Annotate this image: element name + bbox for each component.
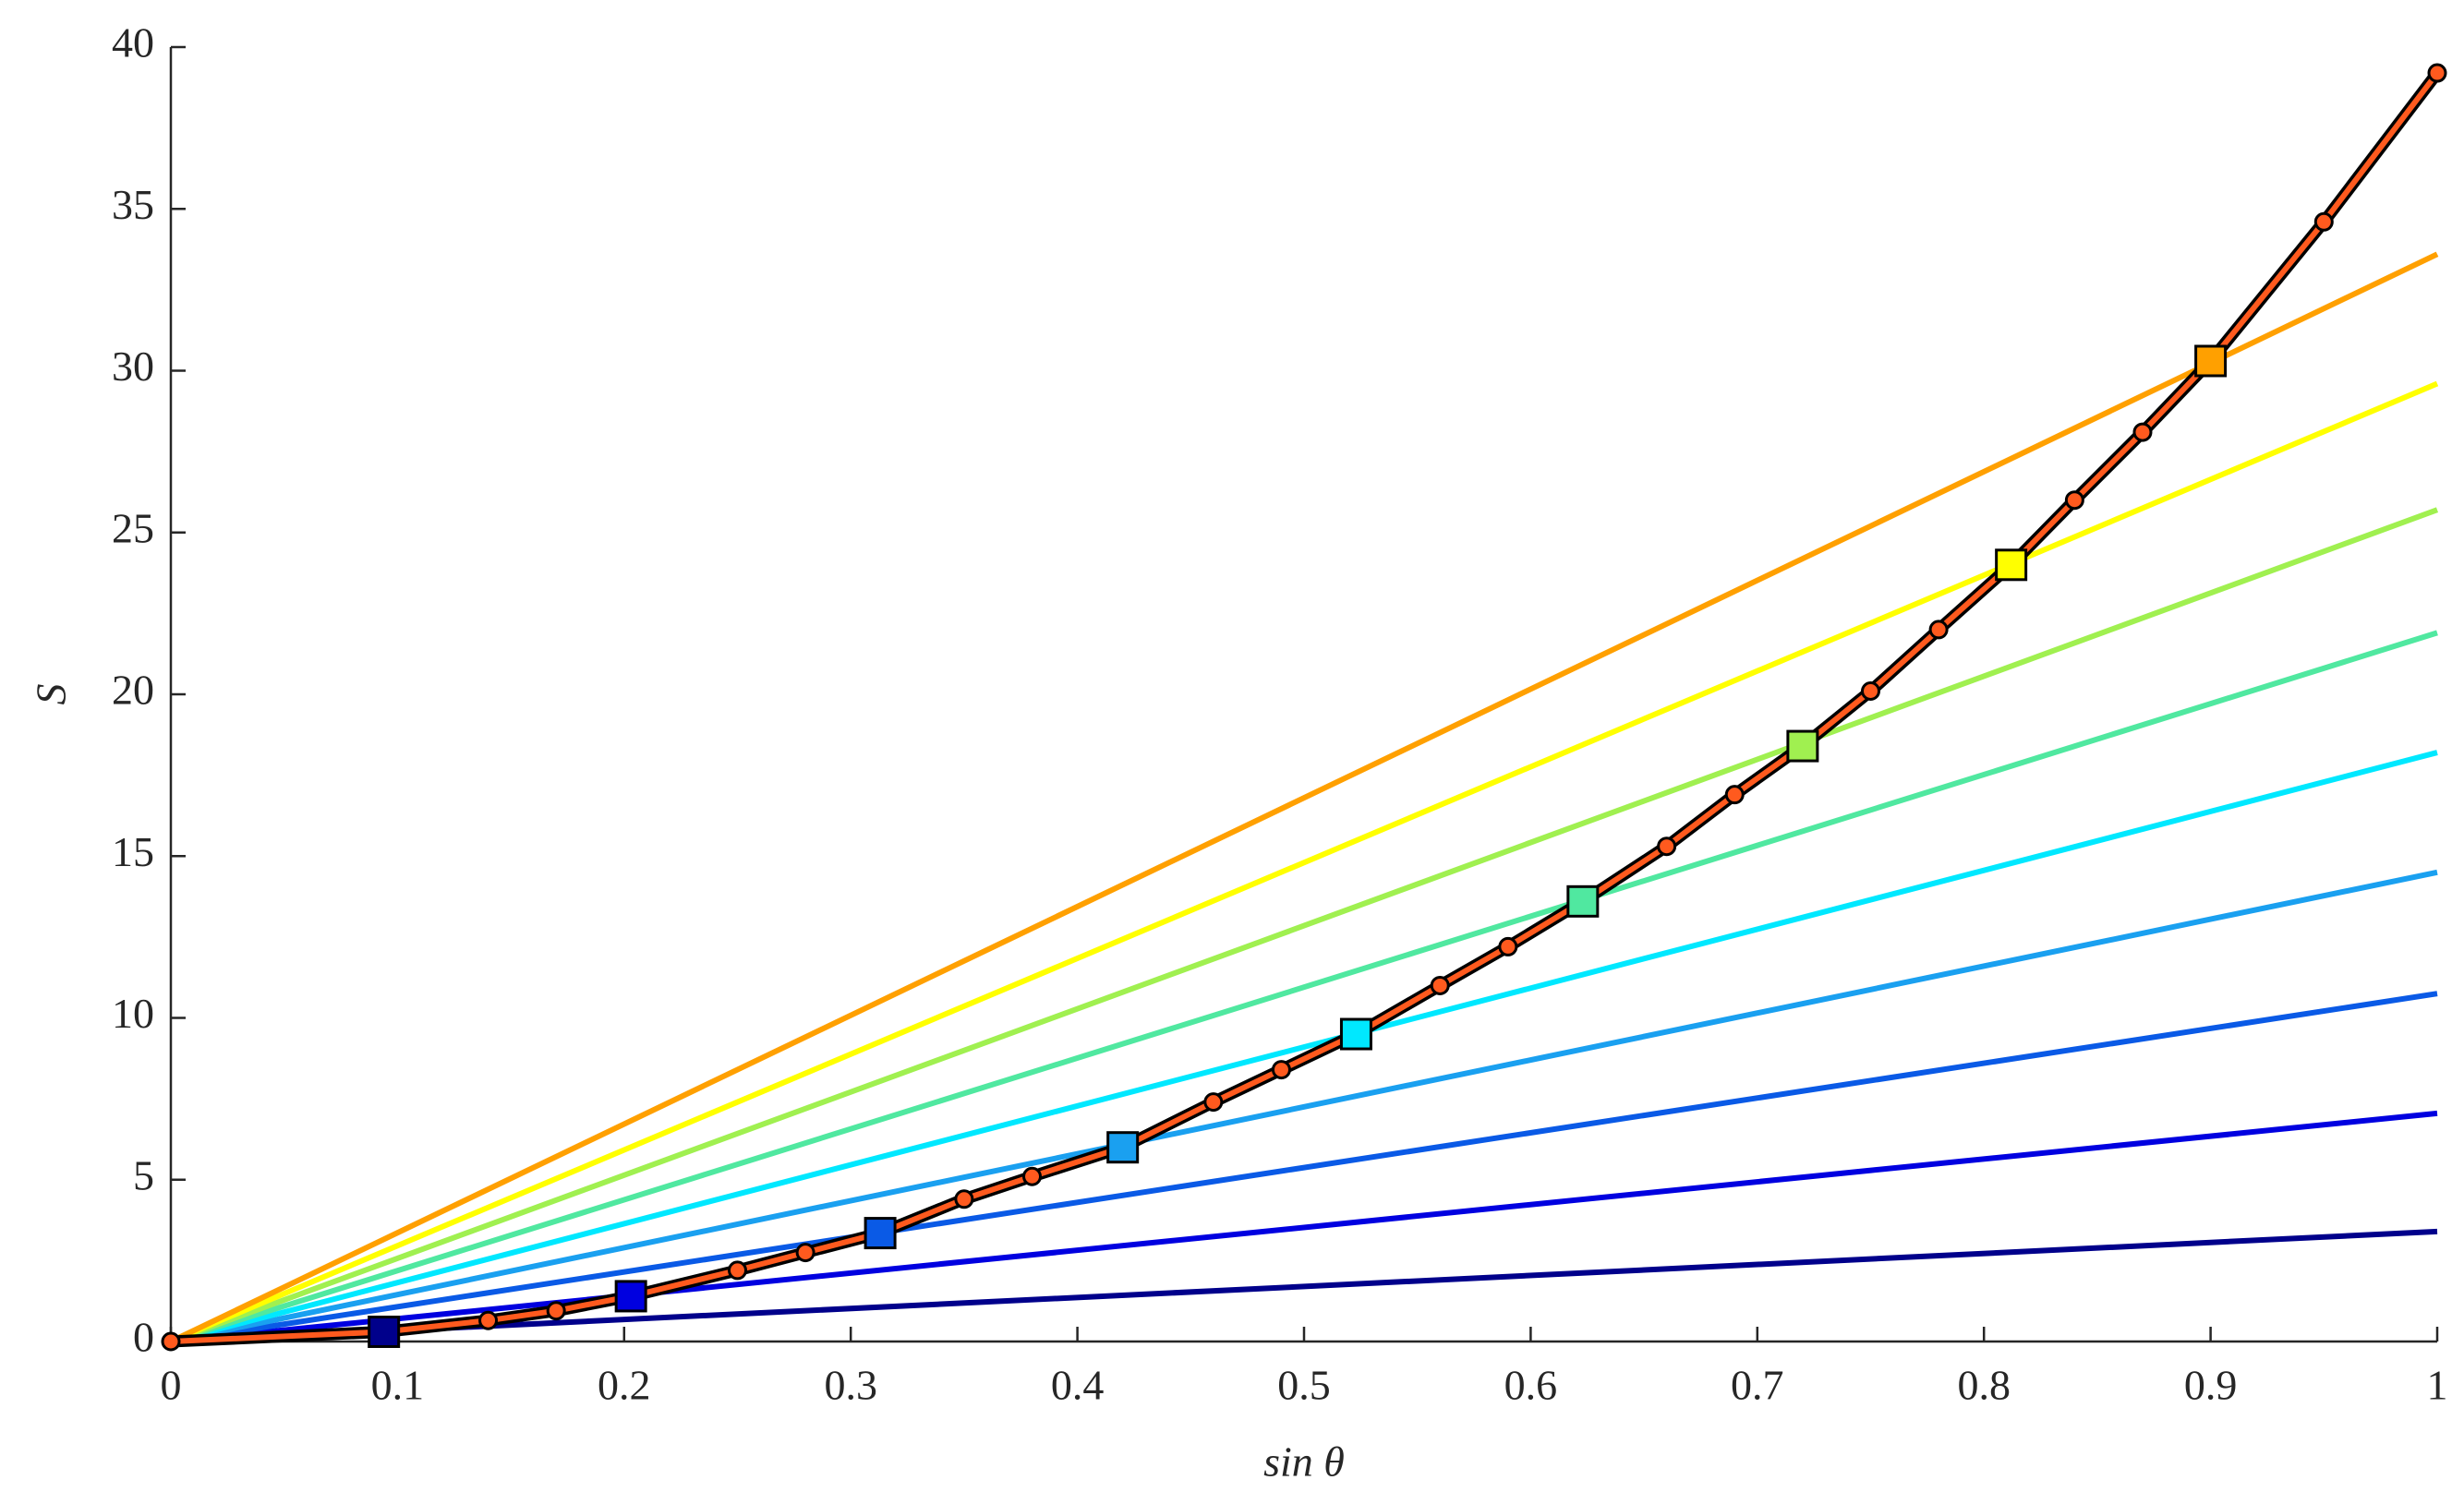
point (1724, 785, 1745, 805)
x-tick-label: 0 (161, 1362, 182, 1409)
x-tick-label: 1 (2427, 1362, 2448, 1409)
point (1657, 836, 1677, 857)
point (2313, 211, 2334, 232)
point (1203, 1092, 1224, 1113)
y-tick-label: 15 (112, 828, 154, 875)
x-tick-label: 0.3 (824, 1362, 877, 1409)
point (478, 1310, 499, 1330)
line (170, 869, 2438, 1344)
point (1498, 936, 1518, 957)
x-tick-label: 0.2 (598, 1362, 651, 1409)
point (954, 1189, 974, 1209)
x-tick-label: 0.6 (1504, 1362, 1558, 1409)
line-outline (170, 69, 2443, 1348)
point (546, 1301, 566, 1321)
y-tick-label: 30 (112, 343, 154, 390)
point (1106, 1131, 1140, 1164)
line (169, 380, 2439, 1344)
line (169, 251, 2439, 1344)
x-tick-label: 0.4 (1051, 1362, 1105, 1409)
line (169, 507, 2439, 1344)
point (728, 1260, 747, 1281)
point (1566, 884, 1600, 918)
x-tick-label: 0.1 (371, 1362, 425, 1409)
point (2064, 490, 2084, 511)
line (170, 750, 2438, 1344)
point (864, 1217, 897, 1250)
y-tick-label: 5 (133, 1151, 154, 1198)
line (170, 991, 2438, 1344)
line (170, 1228, 2438, 1344)
y-tick-label: 25 (112, 504, 154, 551)
point (2132, 422, 2153, 442)
point (1786, 729, 1819, 763)
line (170, 630, 2438, 1344)
point (1928, 620, 1949, 640)
x-tick-label: 0.5 (1277, 1362, 1331, 1409)
line (170, 1110, 2438, 1344)
point (161, 1331, 181, 1352)
y-axis-label: S (28, 684, 75, 705)
point (1861, 680, 1880, 701)
line (170, 71, 2440, 1344)
x-tick-label: 0.9 (2184, 1362, 2238, 1409)
y-tick-label: 40 (112, 19, 154, 66)
point (1430, 975, 1450, 995)
point (1995, 548, 2028, 582)
y-tick-label: 20 (112, 667, 154, 714)
y-tick-label: 0 (133, 1314, 154, 1361)
point (2427, 63, 2447, 83)
y-tick-label: 35 (112, 181, 154, 228)
x-tick-label: 0.7 (1731, 1362, 1784, 1409)
point (1271, 1060, 1291, 1080)
point (368, 1315, 401, 1348)
point (1339, 1017, 1372, 1051)
point (1022, 1166, 1043, 1186)
y-tick-label: 10 (112, 990, 154, 1037)
point (2194, 344, 2228, 378)
x-axis-label: sin θ (1263, 1438, 1345, 1486)
x-tick-label: 0.8 (1957, 1362, 2011, 1409)
point (795, 1243, 815, 1263)
point (614, 1280, 647, 1313)
